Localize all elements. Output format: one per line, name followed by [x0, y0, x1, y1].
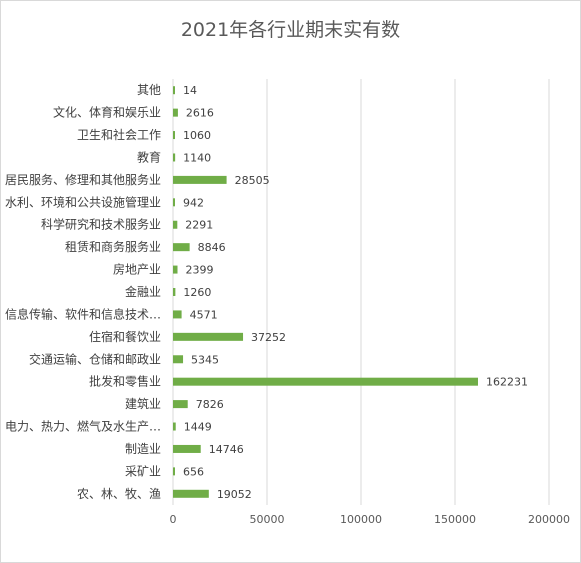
data-label: 1140 — [183, 151, 211, 164]
bar — [173, 131, 175, 140]
data-label: 14 — [183, 84, 197, 97]
data-label: 5345 — [191, 353, 219, 366]
data-label: 162231 — [486, 376, 528, 389]
category-label: 金融业 — [125, 284, 161, 299]
category-label: 采矿业 — [125, 464, 161, 478]
data-label: 2399 — [186, 264, 214, 277]
data-label: 4571 — [190, 308, 218, 321]
bar — [173, 86, 175, 95]
bar — [173, 422, 176, 431]
category-label: 居民服务、修理和其他服务业 — [5, 172, 161, 187]
category-label: 房地产业 — [113, 262, 161, 277]
bar — [173, 489, 209, 498]
bar — [173, 153, 176, 162]
bar — [173, 288, 176, 296]
bar — [173, 355, 184, 364]
bar — [173, 108, 178, 117]
data-label: 7826 — [196, 398, 224, 411]
data-label: 28505 — [235, 174, 270, 187]
x-tick-label: 0 — [170, 513, 177, 526]
data-label: 1060 — [183, 129, 211, 142]
category-label: 卫生和社会工作 — [77, 127, 161, 142]
data-label: 14746 — [209, 443, 244, 456]
category-label: 批发和零售业 — [89, 374, 161, 389]
x-tick-label: 100000 — [340, 513, 382, 526]
bar — [173, 265, 178, 274]
data-label: 656 — [183, 465, 204, 478]
bar — [173, 175, 227, 184]
chart-title: 2021年各行业期末实有数 — [180, 19, 401, 41]
bar — [173, 377, 478, 386]
data-label: 19052 — [217, 488, 252, 501]
bar — [173, 310, 182, 319]
x-tick-label: 150000 — [434, 513, 476, 526]
data-label: 8846 — [198, 241, 226, 254]
data-label: 2616 — [186, 107, 214, 120]
x-tick-label: 200000 — [528, 513, 570, 526]
bar — [173, 444, 201, 453]
category-label: 农、林、牧、渔 — [77, 487, 161, 501]
bar — [173, 332, 244, 341]
category-label: 交通运输、仓储和邮政业 — [29, 351, 161, 366]
bar — [173, 400, 188, 409]
bar — [173, 198, 175, 207]
category-label: 教育 — [137, 149, 161, 164]
data-label: 37252 — [251, 331, 286, 344]
data-label: 1449 — [184, 421, 212, 434]
x-tick-label: 50000 — [250, 513, 285, 526]
category-label: 住宿和餐饮业 — [89, 329, 161, 344]
data-label: 2291 — [185, 219, 213, 232]
category-label: 科学研究和技术服务业 — [41, 217, 161, 232]
category-label: 其他 — [137, 83, 161, 97]
category-label: 水利、环境和公共设施管理业 — [5, 194, 161, 209]
data-label: 1260 — [183, 286, 211, 299]
category-label: 建筑业 — [125, 396, 161, 411]
bar — [173, 220, 178, 229]
bar — [173, 243, 190, 252]
category-label: 文化、体育和娱乐业 — [53, 105, 161, 120]
bar — [173, 467, 175, 476]
category-label: 信息传输、软件和信息技术… — [5, 306, 161, 321]
data-label: 942 — [183, 196, 204, 209]
category-label: 租赁和商务服务业 — [65, 239, 161, 254]
category-label: 制造业 — [125, 442, 161, 456]
category-label: 电力、热力、燃气及水生产… — [5, 419, 161, 434]
